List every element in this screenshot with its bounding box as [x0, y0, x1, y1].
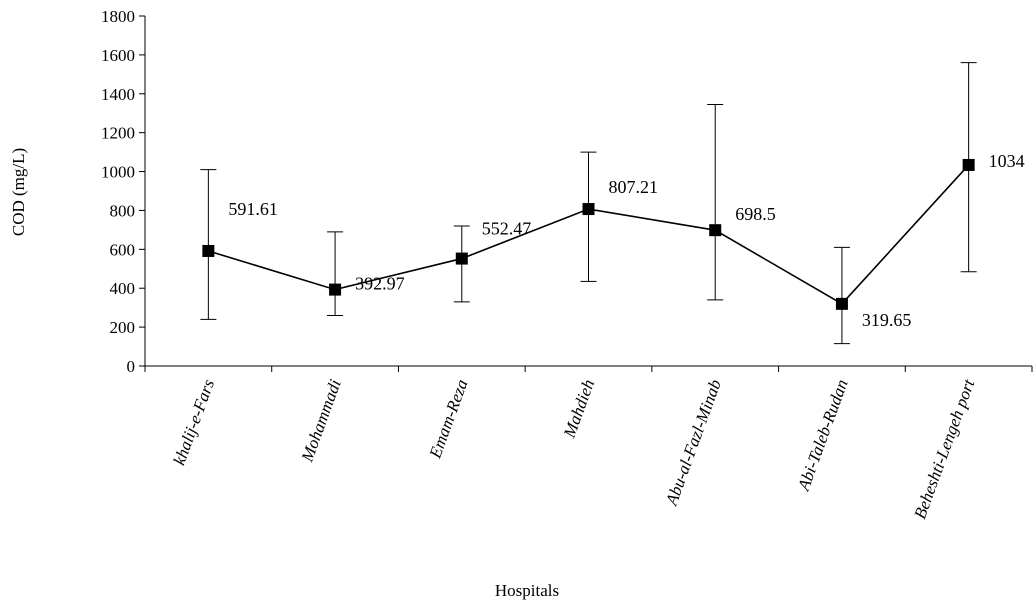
y-tick-label: 1600	[101, 46, 135, 65]
y-tick-label: 600	[110, 240, 136, 259]
y-tick-label: 0	[127, 357, 136, 376]
data-label: 591.61	[228, 199, 278, 219]
data-label: 698.5	[735, 204, 776, 224]
x-category-label: Mahdieh	[559, 377, 598, 441]
data-labels: 591.61 392.97 552.47 807.21 698.5 319.65 1034	[228, 151, 1024, 330]
x-axis-title: Hospitals	[495, 581, 559, 600]
data-label: 319.65	[862, 310, 912, 330]
x-category-label: Emam-Reza	[425, 377, 471, 462]
x-axis: khalij-e-Fars Mohammadi Emam-Reza Mahdieh Ab…	[144, 365, 1033, 522]
y-tick-label: 1400	[101, 85, 135, 104]
data-label: 1034	[989, 151, 1025, 171]
data-point-marker	[455, 252, 468, 265]
y-axis: 0 200 400 600 800 1000 1200 1400 1600 1800	[101, 7, 146, 376]
y-tick-label: 400	[110, 279, 136, 298]
y-tick-label: 800	[110, 201, 136, 220]
data-point-marker	[582, 203, 595, 216]
data-label: 807.21	[609, 177, 659, 197]
markers	[202, 158, 975, 310]
data-point-marker	[709, 224, 722, 237]
y-tick-label: 1200	[101, 124, 135, 143]
y-axis-title: COD (mg/L)	[9, 148, 28, 236]
x-category-label: khalij-e-Fars	[170, 377, 219, 468]
data-label: 392.97	[355, 274, 405, 294]
data-point-marker	[202, 244, 215, 257]
x-category-label: Beheshti-Lengeh port	[910, 376, 979, 522]
x-category-label: Abi-Taleb-Rudan	[794, 377, 852, 494]
error-bars	[200, 62, 977, 345]
y-tick-label: 200	[110, 318, 136, 337]
x-category-label: Abu-al-Fazl-Minab	[662, 377, 725, 509]
y-tick-label: 1800	[101, 7, 135, 26]
y-tick-label: 1000	[101, 163, 135, 182]
data-point-marker	[329, 283, 342, 296]
data-point-marker	[835, 297, 848, 310]
x-category-label: Mohammadi	[297, 377, 345, 465]
data-label: 552.47	[482, 219, 532, 239]
data-point-marker	[962, 158, 975, 171]
